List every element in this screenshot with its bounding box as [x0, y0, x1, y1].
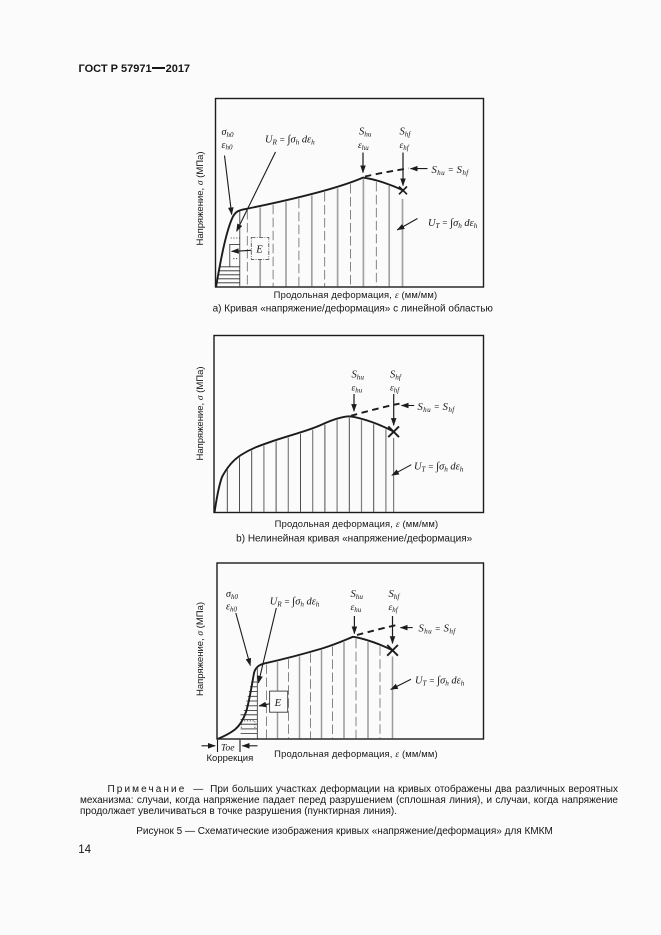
- svg-text:Shu: Shu: [352, 370, 365, 382]
- svg-text:b) Нелинейная кривая «напряжен: b) Нелинейная кривая «напряжение/деформа…: [236, 532, 473, 544]
- svg-text:Продольная деформация, ε (мм/м: Продольная деформация, ε (мм/мм): [274, 748, 438, 760]
- svg-text:Напряжение, σ (МПа): Напряжение, σ (МПа): [195, 602, 206, 696]
- svg-text:Shu = Shf: Shu = Shf: [418, 402, 456, 414]
- svg-text:UT = ∫σh dεh: UT = ∫σh dεh: [428, 217, 478, 230]
- svg-text:Shu = Shf: Shu = Shf: [419, 624, 457, 636]
- svg-text:εhu: εhu: [358, 140, 369, 152]
- svg-text:Toe: Toe: [221, 743, 235, 754]
- svg-text:Shf: Shf: [390, 370, 402, 382]
- svg-text:εhf: εhf: [389, 602, 399, 614]
- svg-text:Shu: Shu: [359, 127, 372, 139]
- svg-text:σh0: σh0: [222, 127, 234, 139]
- svg-text:εh0: εh0: [222, 140, 233, 152]
- svg-text:Напряжение, σ (МПа): Напряжение, σ (МПа): [195, 151, 206, 245]
- svg-text:UT = ∫σh dεh: UT = ∫σh dεh: [414, 460, 464, 473]
- svg-text:Shf: Shf: [389, 589, 401, 601]
- svg-text:Shu = Shf: Shu = Shf: [432, 165, 470, 177]
- svg-text:Коррекция: Коррекция: [207, 753, 254, 764]
- svg-text:εhu: εhu: [352, 383, 363, 395]
- svg-text:εhu: εhu: [351, 602, 362, 614]
- svg-text:εh0: εh0: [226, 602, 237, 614]
- svg-text:Напряжение, σ (МПа): Напряжение, σ (МПа): [195, 366, 206, 460]
- svg-text:εhf: εhf: [390, 383, 400, 395]
- svg-text:а) Кривая «напряжение/деформац: а) Кривая «напряжение/деформация» с лине…: [213, 303, 494, 315]
- svg-text:εhf: εhf: [400, 140, 410, 152]
- svg-text:UR = ∫σh dεh: UR = ∫σh dεh: [270, 596, 320, 609]
- svg-text:E: E: [274, 698, 282, 709]
- svg-text:Shf: Shf: [400, 127, 412, 139]
- svg-text:UR = ∫σh dεh: UR = ∫σh dεh: [265, 134, 315, 147]
- svg-text:σh0: σh0: [226, 589, 238, 601]
- svg-text:Продольная деформация, ε (мм/м: Продольная деформация, ε (мм/мм): [274, 289, 438, 301]
- svg-text:Продольная деформация, ε (мм/м: Продольная деформация, ε (мм/мм): [275, 518, 439, 530]
- svg-text:E: E: [255, 245, 263, 256]
- svg-text:Shu: Shu: [351, 589, 364, 601]
- svg-text:UT = ∫σh dεh: UT = ∫σh dεh: [415, 675, 465, 688]
